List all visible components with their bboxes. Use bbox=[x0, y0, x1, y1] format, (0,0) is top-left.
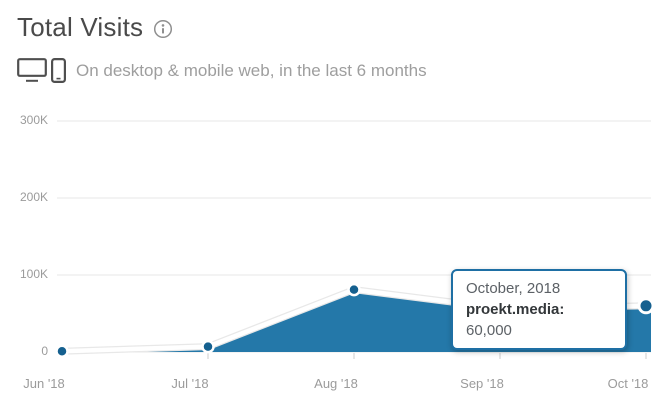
tooltip-value: 60,000 bbox=[466, 322, 512, 339]
tooltip-series-label: proekt.media: bbox=[466, 301, 565, 318]
tooltip-row: proekt.media: 60,000 bbox=[466, 299, 613, 341]
widget-header: Total Visits bbox=[17, 12, 173, 43]
x-axis-label-aug-18: Aug '18 bbox=[314, 376, 358, 391]
data-point-jul-18[interactable] bbox=[201, 339, 215, 354]
page-title: Total Visits bbox=[17, 12, 144, 42]
info-circle-icon bbox=[154, 19, 173, 39]
y-axis-label-300k: 300K bbox=[19, 113, 48, 127]
widget-subtitle: On desktop & mobile web, in the last 6 m… bbox=[17, 58, 427, 83]
y-axis-label-200k: 200K bbox=[19, 190, 48, 204]
x-axis-label-jun-18: Jun '18 bbox=[23, 376, 65, 391]
y-axis-label-0: 0 bbox=[41, 344, 48, 358]
mobile-icon bbox=[51, 58, 66, 83]
x-axis-label-jul-18: Jul '18 bbox=[171, 376, 209, 391]
y-axis-label-100k: 100K bbox=[19, 267, 48, 281]
info-icon[interactable] bbox=[153, 19, 173, 39]
chart-tooltip: October, 2018 proekt.media: 60,000 bbox=[451, 269, 627, 350]
data-point-aug-18[interactable] bbox=[347, 282, 361, 297]
tooltip-date: October, 2018 bbox=[466, 280, 561, 297]
device-icons bbox=[17, 58, 66, 83]
data-point-jun-18[interactable] bbox=[55, 344, 69, 358]
desktop-icon bbox=[17, 58, 47, 82]
x-axis-label-oct-18: Oct '18 bbox=[607, 376, 649, 391]
subtitle-text: On desktop & mobile web, in the last 6 m… bbox=[76, 60, 427, 80]
data-point-oct-18[interactable] bbox=[637, 297, 655, 315]
x-axis-label-sep-18: Sep '18 bbox=[460, 376, 504, 391]
